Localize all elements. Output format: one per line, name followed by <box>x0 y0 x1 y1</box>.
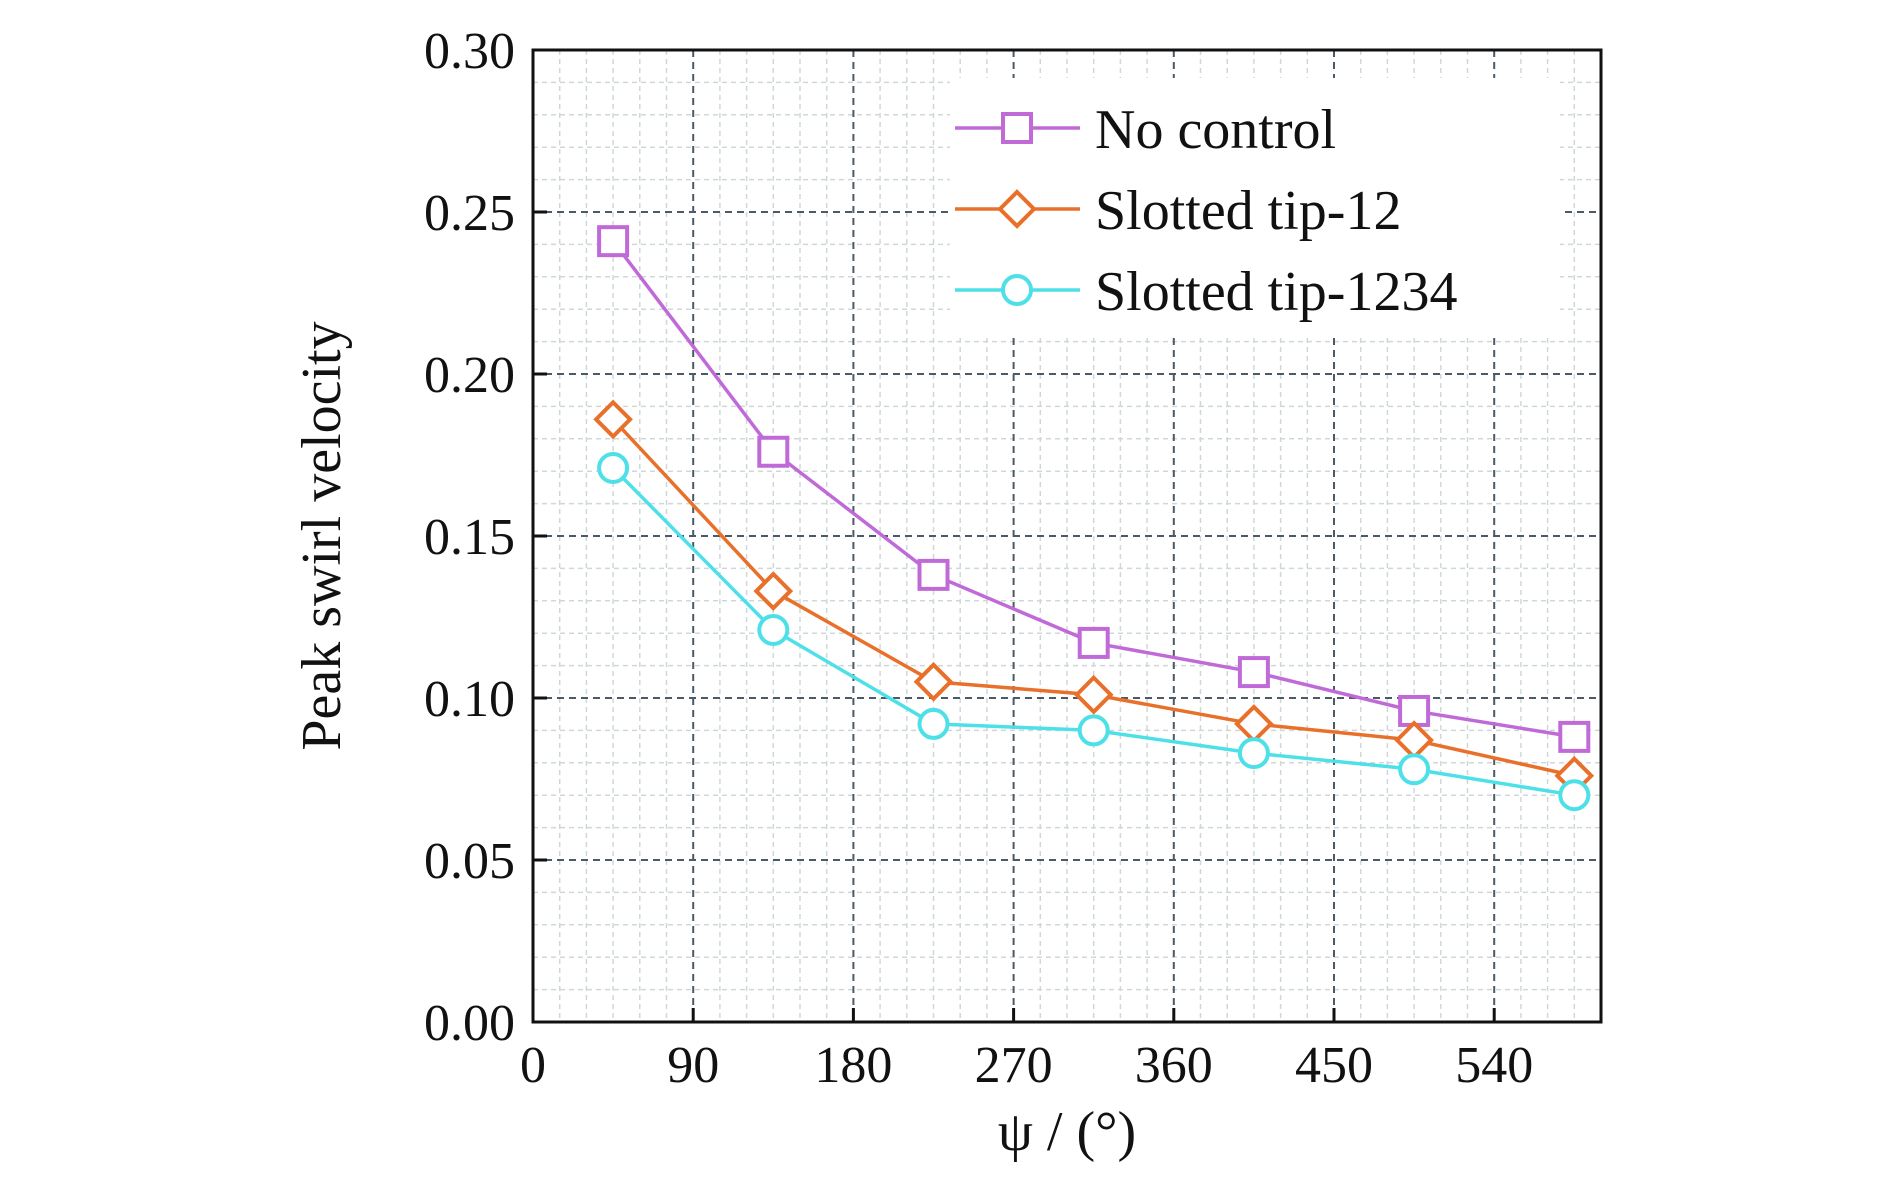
legend: No control Slotted tip-12 Slotted tip-1234 <box>950 78 1560 338</box>
legend-swatch-marker <box>997 189 1037 229</box>
y-tick-label: 0.25 <box>424 185 515 242</box>
x-tick-label: 540 <box>1455 1037 1533 1094</box>
x-tick-label: 360 <box>1135 1037 1213 1094</box>
y-axis-tick-labels: 0.00 0.05 0.10 0.15 0.20 0.25 0.30 <box>424 23 515 1052</box>
y-tick-label: 0.30 <box>424 23 515 80</box>
data-point-no-control <box>1558 720 1591 753</box>
data-point-slotted-tip-1234 <box>757 613 790 646</box>
y-tick-label: 0.15 <box>424 509 515 566</box>
data-point-no-control <box>597 225 630 258</box>
x-tick-label: 450 <box>1295 1037 1373 1094</box>
data-point-slotted-tip-1234 <box>1558 779 1591 812</box>
data-point-no-control <box>917 558 950 591</box>
y-tick-label: 0.20 <box>424 347 515 404</box>
x-tick-label: 0 <box>520 1037 546 1094</box>
data-point-no-control <box>757 435 790 468</box>
data-point-slotted-tip-1234 <box>597 451 630 484</box>
series-layer <box>593 225 1595 812</box>
data-point-slotted-tip-1234 <box>1077 714 1110 747</box>
y-tick-label: 0.10 <box>424 671 515 728</box>
y-tick-label: 0.00 <box>424 995 515 1052</box>
legend-swatch-marker <box>1001 112 1033 144</box>
data-point-slotted-tip-12 <box>913 661 954 702</box>
x-tick-label: 270 <box>975 1037 1053 1094</box>
series-slotted-tip-1234 <box>597 451 1591 812</box>
axis-ticks <box>531 48 1496 1024</box>
y-tick-label: 0.05 <box>424 833 515 890</box>
data-point-slotted-tip-12 <box>1394 720 1434 760</box>
legend-label: Slotted tip-1234 <box>1095 261 1457 323</box>
x-axis-title: ψ / (°) <box>998 1101 1136 1163</box>
series-slotted-tip-12 <box>593 399 1595 796</box>
x-tick-label: 90 <box>667 1037 719 1094</box>
data-point-slotted-tip-1234 <box>917 707 950 740</box>
data-point-slotted-tip-12 <box>1073 674 1114 715</box>
data-point-slotted-tip-1234 <box>1237 737 1270 770</box>
legend-swatch-marker <box>1001 274 1033 306</box>
legend-item-slotted-tip-1234: Slotted tip-1234 <box>955 261 1457 323</box>
legend-item-no-control: No control <box>955 99 1336 161</box>
data-point-no-control <box>1077 626 1110 659</box>
x-axis-tick-labels: 0 90 180 270 360 450 540 <box>520 1037 1533 1094</box>
x-tick-label: 180 <box>814 1037 892 1094</box>
series-no-control <box>597 225 1591 753</box>
legend-label: No control <box>1095 99 1336 161</box>
legend-item-slotted-tip-12: Slotted tip-12 <box>955 180 1401 242</box>
data-point-slotted-tip-12 <box>753 571 794 611</box>
data-point-slotted-tip-12 <box>593 399 633 440</box>
data-point-slotted-tip-1234 <box>1398 753 1431 786</box>
data-point-no-control <box>1237 656 1270 689</box>
legend-label: Slotted tip-12 <box>1095 180 1401 242</box>
data-point-slotted-tip-12 <box>1234 704 1274 744</box>
y-axis-title: Peak swirl velocity <box>291 321 353 750</box>
